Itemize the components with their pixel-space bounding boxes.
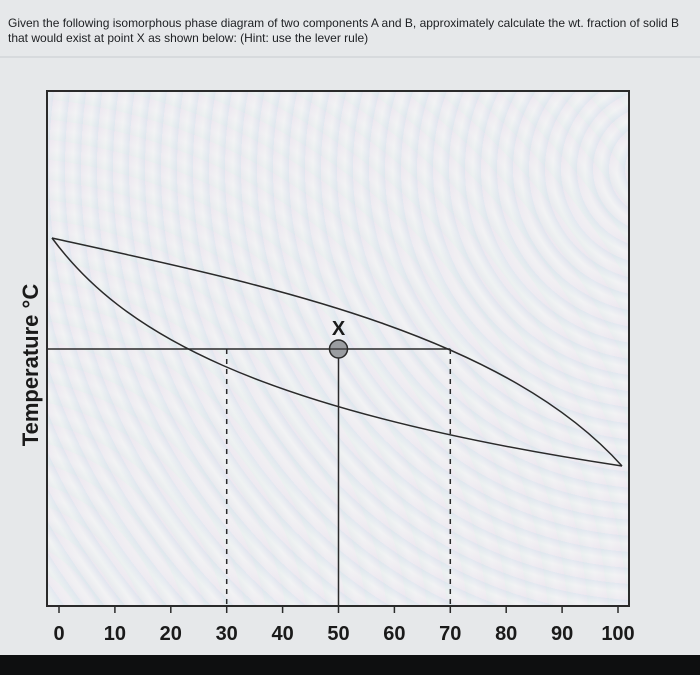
point-x-marker: X xyxy=(328,318,349,359)
x-tick-label-30: 30 xyxy=(216,623,238,645)
question-text: Given the following isomorphous phase di… xyxy=(8,16,688,46)
x-tick-label-60: 60 xyxy=(383,623,405,645)
solidus-curve xyxy=(51,237,623,467)
x-tick-label-80: 80 xyxy=(495,623,517,645)
x-tick-label-100: 100 xyxy=(601,623,634,645)
x-tick-label-50: 50 xyxy=(327,623,349,645)
x-tick-label-20: 20 xyxy=(160,623,182,645)
x-axis-ticks xyxy=(58,606,619,613)
question-line-2: that would exist at point X as shown bel… xyxy=(8,31,369,45)
x-axis-tick-labels: 0 10 20 30 40 50 60 70 80 90 100 xyxy=(53,623,634,645)
x-tick-label-0: 0 xyxy=(53,623,64,645)
bottom-edge xyxy=(0,655,700,675)
phase-curves xyxy=(51,237,623,467)
point-x-label: X xyxy=(332,318,346,340)
divider xyxy=(0,56,700,58)
question-line-1: Given the following isomorphous phase di… xyxy=(8,16,680,30)
x-tick-label-70: 70 xyxy=(439,623,461,645)
liquidus-curve xyxy=(51,237,623,467)
tie-line-guides xyxy=(48,348,452,607)
x-tick-label-10: 10 xyxy=(104,623,126,645)
x-tick-label-90: 90 xyxy=(551,623,573,645)
x-tick-label-40: 40 xyxy=(271,623,293,645)
